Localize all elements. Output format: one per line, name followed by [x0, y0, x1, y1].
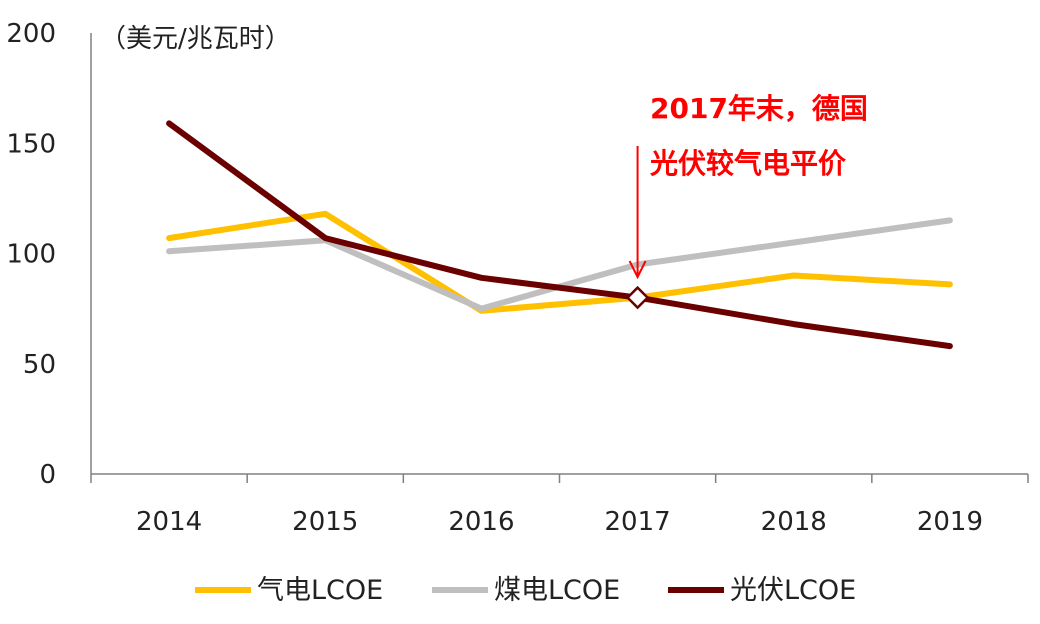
y-tick-label: 100: [6, 240, 56, 270]
series-lines: [166, 120, 953, 350]
y-tick-label: 50: [23, 350, 56, 380]
y-tick-label: 0: [39, 460, 56, 490]
y-axis-unit-label: （美元/兆瓦时）: [100, 24, 291, 54]
annotation: 2017年末，德国 光伏较气电平价: [625, 92, 868, 310]
annotation-arrow-head: [628, 260, 647, 280]
x-tick-label: 2015: [292, 507, 358, 537]
annotation-line2: 光伏较气电平价: [649, 147, 847, 180]
x-tick-label: 2014: [136, 507, 202, 537]
legend-label: 光伏LCOE: [730, 575, 856, 606]
series-line-1: [166, 217, 953, 312]
series-line-2: [166, 120, 953, 350]
y-tick-label: 150: [6, 129, 56, 159]
y-tick-label: 200: [6, 19, 56, 49]
axes: 0 50 100 150 200 2014 2015 2016 2017 2018 2019: [6, 19, 1029, 537]
legend-label: 煤电LCOE: [494, 575, 620, 606]
x-tick-label: 2019: [917, 507, 983, 537]
series-line-0: [166, 210, 953, 314]
legend-label: 气电LCOE: [257, 575, 383, 606]
x-tick-label: 2017: [604, 507, 670, 537]
annotation-line1: 2017年末，德国: [650, 92, 868, 125]
x-tick-label: 2018: [761, 507, 827, 537]
x-tick-label: 2016: [448, 507, 514, 537]
legend: 气电LCOE 煤电LCOE 光伏LCOE: [195, 575, 856, 606]
crossover-marker: [625, 285, 650, 310]
